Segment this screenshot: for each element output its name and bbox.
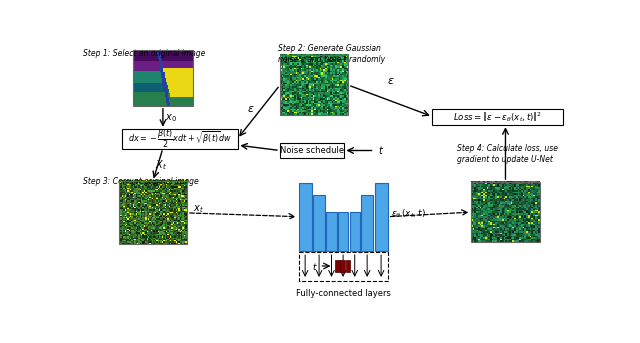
Bar: [349, 212, 360, 251]
Text: $t$: $t$: [312, 260, 318, 272]
Bar: [346, 260, 351, 272]
Text: Step 2: Generate Gaussian
noise ε and time t randomly: Step 2: Generate Gaussian noise ε and ti…: [278, 44, 385, 64]
Bar: [374, 183, 388, 251]
Bar: [335, 260, 340, 272]
Bar: [298, 183, 312, 251]
Bar: [298, 252, 388, 281]
Text: Step 3: Corrupt original image: Step 3: Corrupt original image: [83, 177, 199, 187]
Bar: [132, 50, 193, 106]
Text: Step 4: Calculate loss, use
gradient to update U-Net: Step 4: Calculate loss, use gradient to …: [457, 144, 557, 164]
FancyBboxPatch shape: [432, 108, 563, 125]
Bar: [280, 55, 348, 115]
Text: $\epsilon_{\theta}\,(x_t, t)$: $\epsilon_{\theta}\,(x_t, t)$: [391, 208, 426, 220]
Text: Noise schedule: Noise schedule: [280, 146, 344, 155]
Bar: [340, 260, 345, 272]
Text: $Loss = \left\|\epsilon - \epsilon_{\theta}(x_t, t)\right\|^{2}$: $Loss = \left\|\epsilon - \epsilon_{\the…: [453, 110, 542, 123]
Text: $X_t$: $X_t$: [155, 158, 167, 172]
Bar: [326, 212, 337, 251]
Text: $\epsilon$: $\epsilon$: [247, 104, 255, 114]
FancyBboxPatch shape: [280, 143, 344, 158]
Text: Step 1: Select an original image: Step 1: Select an original image: [83, 49, 205, 58]
Text: $t$: $t$: [378, 144, 384, 156]
Text: $x_t$: $x_t$: [193, 203, 204, 215]
Bar: [472, 182, 540, 242]
FancyBboxPatch shape: [122, 129, 237, 149]
Bar: [313, 195, 325, 251]
Bar: [338, 212, 348, 251]
Bar: [362, 195, 373, 251]
Text: $\epsilon$: $\epsilon$: [387, 76, 394, 86]
Text: Fully-connected layers: Fully-connected layers: [296, 289, 390, 298]
Bar: [119, 181, 187, 245]
Text: $dx = -\dfrac{\beta(t)}{2}xdt + \sqrt{\beta(t)}dw$: $dx = -\dfrac{\beta(t)}{2}xdt + \sqrt{\b…: [128, 128, 232, 150]
Text: $x_0$: $x_0$: [165, 112, 177, 124]
